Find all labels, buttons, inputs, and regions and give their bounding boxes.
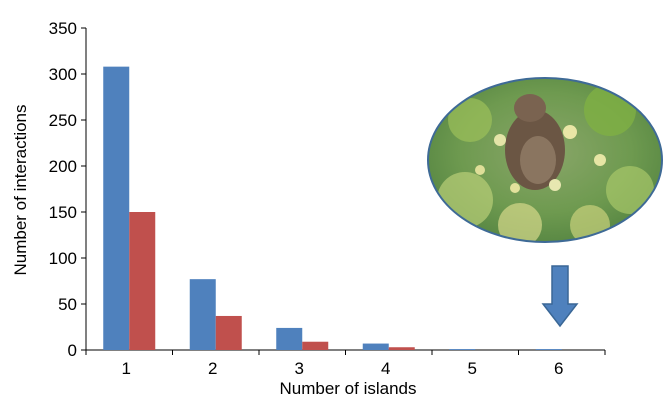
x-tick-label: 6 bbox=[554, 359, 563, 378]
x-tick-label: 3 bbox=[295, 359, 304, 378]
bar-series-1-cat-2 bbox=[190, 279, 216, 350]
bar-series-1-cat-4 bbox=[363, 344, 389, 350]
bar-series-2-cat-2 bbox=[216, 316, 242, 350]
bar-series-1-cat-3 bbox=[276, 328, 302, 350]
y-tick-label: 350 bbox=[49, 19, 77, 38]
y-tick-label: 300 bbox=[49, 65, 77, 84]
bar-series-1-cat-6 bbox=[536, 349, 562, 350]
y-tick-label: 200 bbox=[49, 157, 77, 176]
down-arrow-icon bbox=[543, 266, 577, 326]
bar-series-1-cat-1 bbox=[103, 67, 129, 350]
x-tick-label: 2 bbox=[208, 359, 217, 378]
y-tick-label: 250 bbox=[49, 111, 77, 130]
bar-series-2-cat-1 bbox=[129, 212, 155, 350]
y-ticks: 0 50 100 150 200 250 300 350 bbox=[49, 19, 86, 360]
y-tick-label: 50 bbox=[58, 295, 77, 314]
bar-series-2-cat-3 bbox=[302, 342, 328, 350]
x-ticks: 1 2 3 4 5 6 bbox=[86, 350, 605, 378]
x-tick-label: 5 bbox=[468, 359, 477, 378]
y-tick-label: 100 bbox=[49, 249, 77, 268]
bar-series-1-cat-5 bbox=[449, 349, 475, 350]
y-axis-title: Number of interactions bbox=[11, 104, 30, 275]
bar-series-2-cat-4 bbox=[389, 347, 415, 350]
y-tick-label: 150 bbox=[49, 203, 77, 222]
x-tick-label: 4 bbox=[381, 359, 390, 378]
bird-in-foliage-photo bbox=[428, 78, 664, 247]
x-axis-title: Number of islands bbox=[279, 379, 416, 398]
y-tick-label: 0 bbox=[68, 341, 77, 360]
x-tick-label: 1 bbox=[122, 359, 131, 378]
